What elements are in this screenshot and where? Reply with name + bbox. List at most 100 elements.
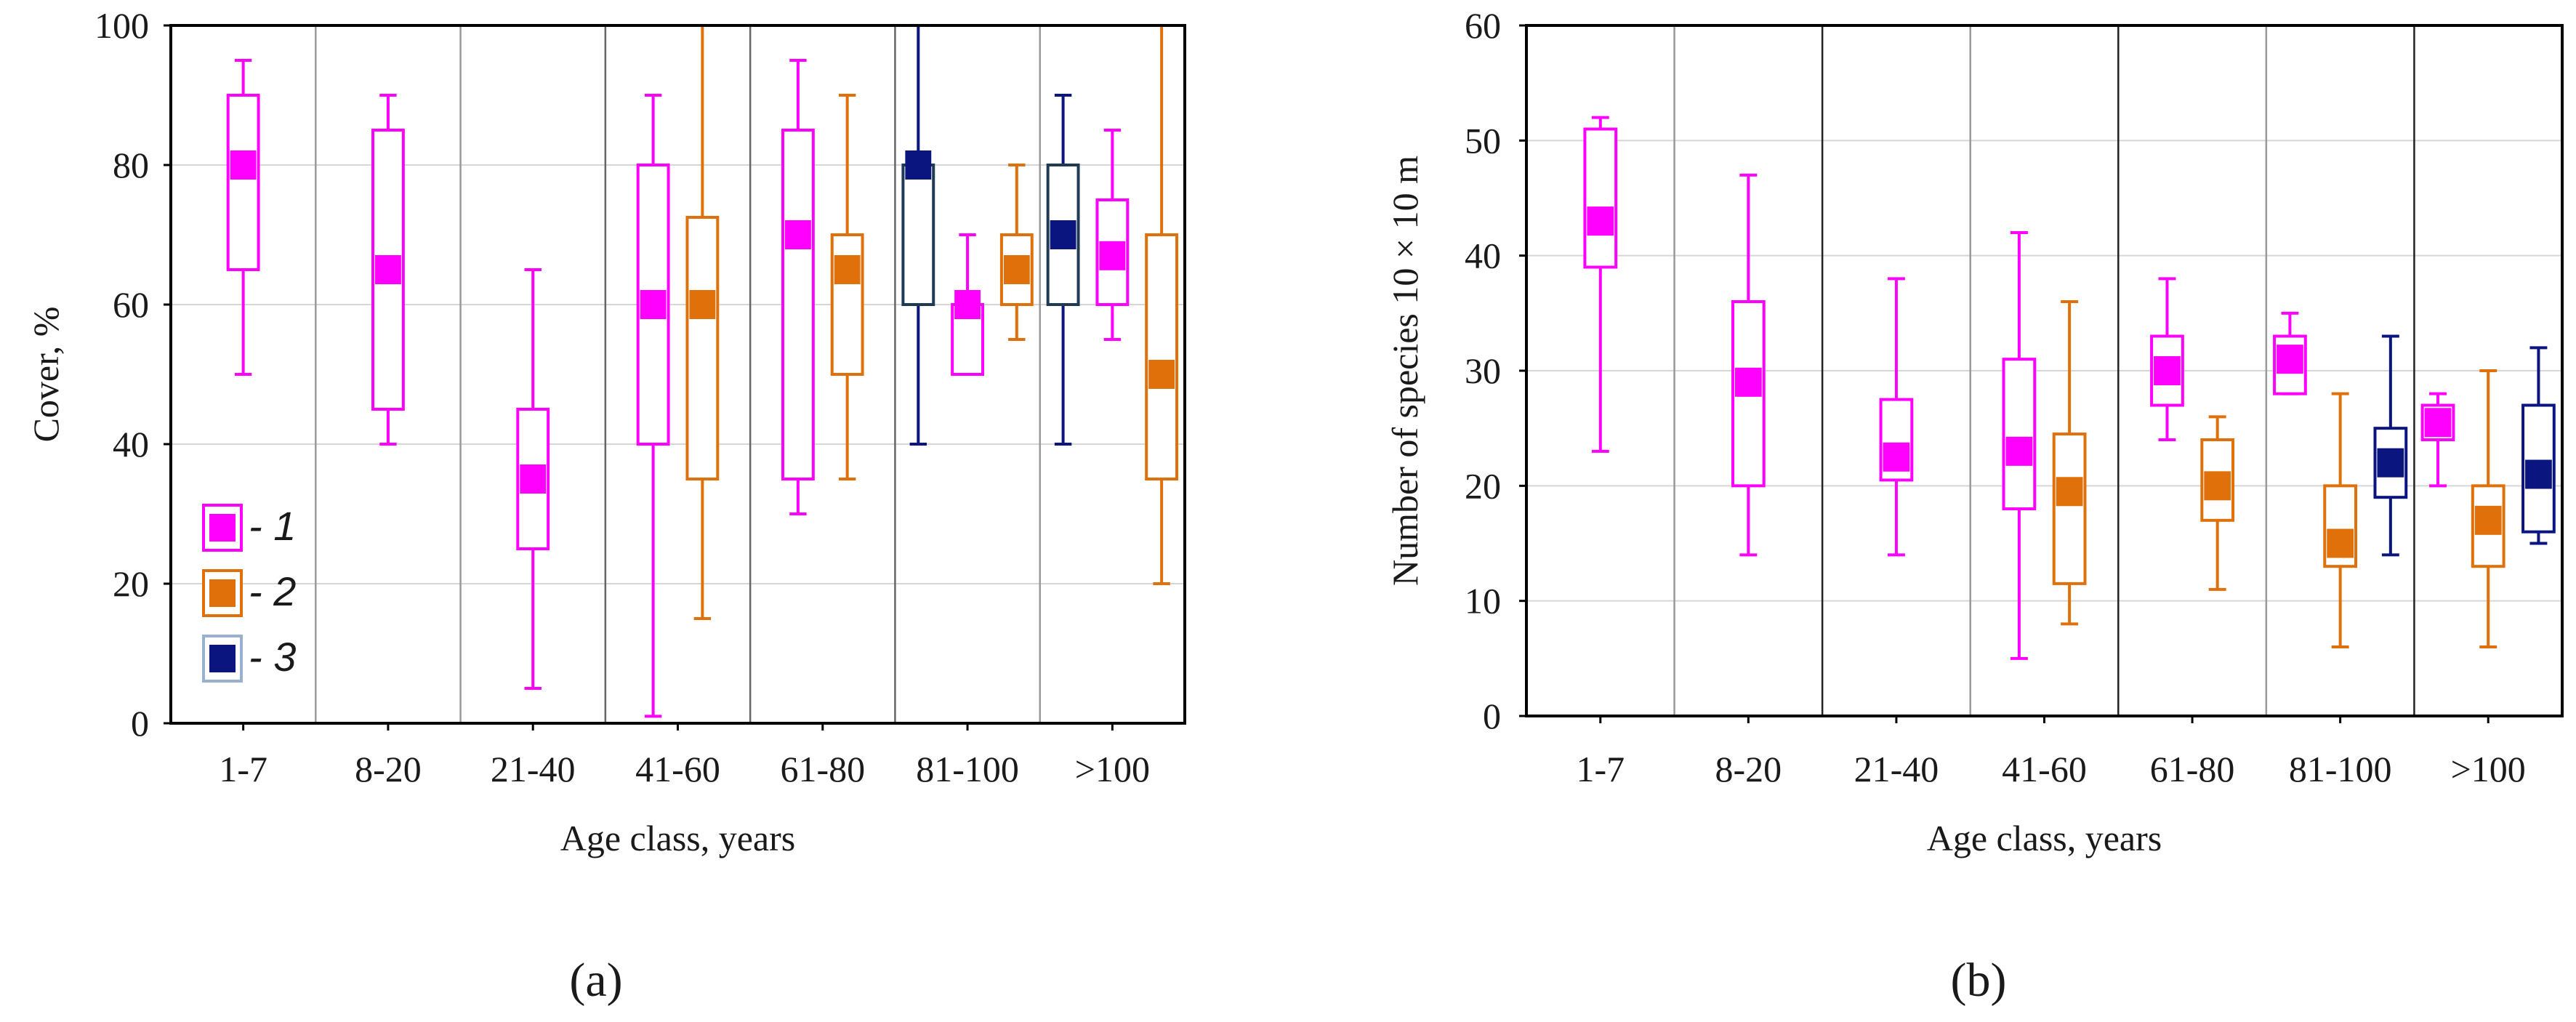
legend-label-3: - 3: [249, 634, 296, 680]
panel-b-boxes: [1583, 116, 2556, 660]
panel-a-boxes: [226, 24, 1179, 718]
median-marker: [834, 255, 861, 284]
median-marker: [520, 464, 547, 494]
y-tick-label: 40: [113, 424, 149, 464]
median-marker: [230, 150, 257, 180]
y-tick-label: 40: [1465, 236, 1501, 276]
box-81-100-group-3: [2373, 334, 2408, 557]
y-tick-label: 30: [1465, 350, 1501, 391]
box->100-group-2: [1145, 24, 1179, 585]
median-marker: [689, 290, 716, 319]
legend-swatch-1: [209, 514, 236, 542]
x-tick-label: >100: [1075, 749, 1150, 789]
y-tick-label: 0: [1483, 696, 1501, 736]
x-tick-label: 1-7: [219, 749, 267, 789]
panel-b-separators: [1673, 25, 2415, 716]
box->100-group-3: [1046, 94, 1080, 446]
x-tick-label: 41-60: [2002, 749, 2087, 789]
iqr-box: [685, 216, 720, 480]
median-marker: [2424, 408, 2452, 438]
x-tick-label: 1-7: [1576, 749, 1625, 789]
median-marker: [1003, 255, 1030, 284]
box-41-60-group-2: [2052, 300, 2087, 626]
box-8-20-group-1: [1731, 173, 1766, 557]
y-tick-label: 60: [1465, 5, 1501, 46]
panel-a-x-tick-labels: 1-7 8-20 21-40 41-60 61-80 81-100 >100: [219, 723, 1150, 789]
x-tick-label: 41-60: [635, 749, 720, 789]
panel-a-x-axis-label: Age class, years: [560, 818, 796, 858]
y-tick-label: 20: [113, 563, 149, 604]
panel-b: 0 10 20 30 40 50 60 1-7 8-20 21-40 41-60 61-80 81-1…: [1385, 5, 2564, 1007]
y-tick-label: 60: [113, 284, 149, 325]
panel-a: 0 20 40 60 80 100 1-7 8-20 21-40 41-60 61-80 81-10…: [25, 5, 1186, 1007]
panel-b-x-tick-labels: 1-7 8-20 21-40 41-60 61-80 81-100 >100: [1576, 716, 2526, 789]
panel-a-separators: [315, 25, 1041, 723]
iqr-box: [781, 129, 815, 480]
legend-label-1: - 1: [249, 503, 296, 549]
iqr-box: [2002, 358, 2037, 510]
median-marker: [905, 150, 932, 180]
box-61-80-group-1: [2150, 277, 2184, 441]
median-marker: [1587, 206, 1614, 236]
y-tick-label: 100: [94, 5, 149, 46]
box-21-40-group-1: [1879, 277, 1914, 557]
box-81-100-group-2: [2323, 392, 2358, 648]
iqr-box: [1583, 127, 1618, 269]
median-marker: [375, 255, 401, 284]
median-marker: [2204, 471, 2231, 501]
box->100-group-1: [1095, 129, 1130, 341]
box->100-group-3: [2521, 346, 2556, 545]
y-tick-label: 0: [131, 703, 149, 744]
box-61-80-group-2: [2200, 415, 2235, 591]
median-marker: [640, 290, 667, 319]
box-41-60-group-1: [636, 94, 670, 718]
x-tick-label: 81-100: [916, 749, 1019, 789]
x-tick-label: 21-40: [491, 749, 576, 789]
box-81-100-group-1: [951, 233, 984, 376]
box-81-100-group-1: [2273, 311, 2307, 395]
x-tick-label: 61-80: [780, 749, 865, 789]
box->100-group-2: [2471, 369, 2505, 648]
median-marker: [2277, 345, 2303, 374]
median-marker: [2005, 436, 2033, 466]
panel-a-label: (a): [569, 954, 622, 1007]
median-marker: [2525, 459, 2552, 489]
box->100-group-1: [2420, 392, 2455, 488]
panel-a-y-axis-label: Cover, %: [25, 307, 66, 443]
box-1-7-group-1: [226, 59, 260, 376]
median-marker: [1050, 220, 1076, 249]
box-41-60-group-1: [2002, 231, 2037, 660]
box-8-20-group-1: [371, 94, 405, 446]
legend-swatch-3: [209, 645, 236, 672]
y-tick-label: 20: [1465, 465, 1501, 506]
iqr-box: [226, 94, 260, 271]
box-81-100-group-3: [901, 24, 935, 446]
panel-b-y-tick-labels: 0 10 20 30 40 50 60: [1465, 5, 1526, 736]
legend-swatch-2: [209, 579, 236, 607]
median-marker: [1148, 360, 1175, 389]
iqr-box: [901, 164, 935, 306]
median-marker: [2327, 528, 2354, 558]
panel-b-x-axis-label: Age class, years: [1927, 818, 2162, 858]
iqr-box: [1145, 233, 1179, 480]
x-tick-label: 21-40: [1854, 749, 1939, 789]
box-21-40-group-1: [516, 268, 550, 690]
median-marker: [1099, 241, 1126, 270]
box-81-100-group-2: [999, 164, 1034, 341]
panel-b-gridlines: [1526, 25, 2562, 717]
y-tick-label: 80: [113, 145, 149, 185]
legend-label-2: - 2: [249, 568, 296, 614]
box-1-7-group-1: [1583, 116, 1618, 453]
median-marker: [2056, 477, 2083, 507]
median-marker: [1734, 367, 1762, 397]
median-marker: [2377, 448, 2404, 478]
median-marker: [784, 220, 811, 249]
x-tick-label: 81-100: [2289, 749, 2392, 789]
x-tick-label: >100: [2451, 749, 2526, 789]
box-41-60-group-2: [685, 24, 720, 620]
x-tick-label: 61-80: [2150, 749, 2235, 789]
panel-a-y-tick-labels: 0 20 40 60 80 100: [94, 5, 171, 744]
y-tick-label: 50: [1465, 120, 1501, 161]
panel-b-y-axis-label: Number of species 10 × 10 m: [1385, 156, 1425, 586]
